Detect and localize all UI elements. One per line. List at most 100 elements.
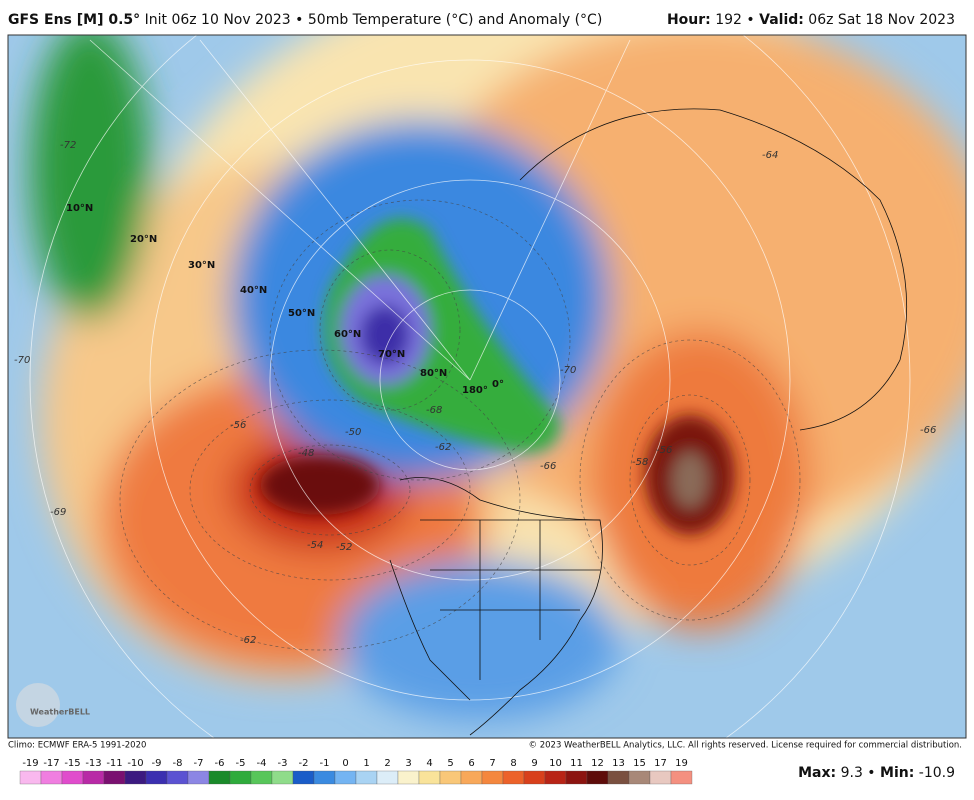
- colorbar-label: -1: [320, 758, 330, 769]
- colorbar-swatch: [649, 770, 672, 785]
- colorbar-swatch: [271, 770, 294, 785]
- contour-label: -56: [656, 445, 672, 456]
- colorbar-swatch: [355, 770, 378, 785]
- latitude-label: 70°N: [378, 349, 405, 360]
- colorbar-label: -9: [152, 758, 162, 769]
- latitude-label: 20°N: [130, 234, 157, 245]
- contour-label: -52: [336, 542, 352, 553]
- colorbar-label: 0: [342, 758, 348, 769]
- colorbar-label: -17: [43, 758, 59, 769]
- contour-label: -72: [60, 140, 76, 151]
- colorbar-label: 2: [384, 758, 390, 769]
- colorbar-swatch: [61, 770, 84, 785]
- contour-label: -70: [560, 365, 576, 376]
- valid-time: Hour: 192 • Valid: 06z Sat 18 Nov 2023: [667, 12, 955, 28]
- colorbar-label: -15: [64, 758, 80, 769]
- text-part: 192 •: [711, 12, 759, 28]
- text-part: 9.3 •: [836, 765, 880, 781]
- colorbar-swatch: [124, 770, 147, 785]
- contour-label: -54: [307, 540, 323, 551]
- longitude-label: 0°: [492, 379, 504, 390]
- contour-label: -50: [345, 427, 361, 438]
- contour-label: -62: [435, 442, 451, 453]
- coastlines: [389, 108, 908, 736]
- colorbar-label: 13: [612, 758, 625, 769]
- map-frame: [7, 34, 967, 739]
- colorbar-swatch: [544, 770, 567, 785]
- colorbar-swatch: [313, 770, 336, 785]
- colorbar-label: -8: [173, 758, 183, 769]
- colorbar-swatch: [292, 770, 315, 785]
- colorbar-swatch: [502, 770, 525, 785]
- contour-label: -68: [426, 405, 442, 416]
- logo-icon: [16, 683, 60, 727]
- colorbar-label: -6: [215, 758, 225, 769]
- colorbar-swatch: [523, 770, 546, 785]
- colorbar-label: -11: [106, 758, 122, 769]
- colorbar-swatch: [628, 770, 651, 785]
- colorbar-label: 4: [426, 758, 432, 769]
- colorbar-label: 8: [510, 758, 516, 769]
- text-part: Hour:: [667, 12, 711, 28]
- colorbar-label: 17: [654, 758, 667, 769]
- text-part: Max:: [798, 765, 836, 781]
- colorbar-label: -2: [299, 758, 309, 769]
- colorbar-label: -13: [85, 758, 101, 769]
- colorbar-swatch: [670, 770, 693, 785]
- colorbar-swatch: [460, 770, 483, 785]
- contour-label: -69: [50, 507, 66, 518]
- colorbar-swatch: [376, 770, 399, 785]
- colorbar-label: 11: [570, 758, 583, 769]
- colorbar-swatch: [145, 770, 168, 785]
- colorbar-swatch: [250, 770, 273, 785]
- colorbar-swatch: [397, 770, 420, 785]
- colorbar-label: -10: [127, 758, 143, 769]
- title: GFS Ens [M] 0.5° Init 06z 10 Nov 2023 • …: [8, 12, 602, 28]
- colorbar-swatch: [418, 770, 441, 785]
- colorbar-swatch: [40, 770, 63, 785]
- contour-label: -66: [920, 425, 936, 436]
- stats: Max: 9.3 • Min: -10.9: [798, 765, 955, 781]
- colorbar-swatch: [481, 770, 504, 785]
- latitude-label: 40°N: [240, 285, 267, 296]
- colorbar-label: 9: [531, 758, 537, 769]
- colorbar-label: -19: [22, 758, 38, 769]
- latitude-label: 60°N: [334, 329, 361, 340]
- colorbar-swatch: [229, 770, 252, 785]
- contour-label: -56: [230, 420, 246, 431]
- map: 10°N 20°N 30°N 40°N 50°N 60°N 70°N 80°N …: [8, 35, 966, 738]
- colorbar-label: -5: [236, 758, 246, 769]
- colorbar-swatch: [586, 770, 609, 785]
- text-part: Init 06z 10 Nov 2023 • 50mb Temperature …: [140, 12, 602, 28]
- colorbar-swatch: [334, 770, 357, 785]
- text-part: -10.9: [914, 765, 955, 781]
- latitude-label: 10°N: [66, 203, 93, 214]
- colorbar-label: 1: [363, 758, 369, 769]
- contour-label: -64: [762, 150, 778, 161]
- longitude-label: 180°: [462, 385, 488, 396]
- colorbar-label: 7: [489, 758, 495, 769]
- colorbar-swatch: [166, 770, 189, 785]
- colorbar: -19 -17 -15 -13 -11 -10 -9 -8 -7 -6 -5 -4 -3 -2 -1 0 1 2 3…: [19, 758, 693, 785]
- colorbar-swatch: [19, 770, 42, 785]
- text-part: Min:: [880, 765, 914, 781]
- colorbar-swatch: [82, 770, 105, 785]
- colorbar-label: 10: [549, 758, 562, 769]
- climo-note: Climo: ECMWF ERA-5 1991-2020: [8, 741, 146, 751]
- latitude-label: 50°N: [288, 308, 315, 319]
- latitude-label: 80°N: [420, 368, 447, 379]
- colorbar-swatch: [187, 770, 210, 785]
- contour-lines: [119, 199, 801, 651]
- colorbar-label: -7: [194, 758, 204, 769]
- colorbar-label: -3: [278, 758, 288, 769]
- colorbar-swatch: [439, 770, 462, 785]
- colorbar-label: 19: [675, 758, 688, 769]
- contour-label: -58: [632, 457, 648, 468]
- cold-core: [260, 218, 735, 535]
- colorbar-label: 3: [405, 758, 411, 769]
- latitude-label: 30°N: [188, 260, 215, 271]
- text-part: 06z Sat 18 Nov 2023: [804, 12, 955, 28]
- copyright: © 2023 WeatherBELL Analytics, LLC. All r…: [529, 741, 962, 751]
- colorbar-swatch: [103, 770, 126, 785]
